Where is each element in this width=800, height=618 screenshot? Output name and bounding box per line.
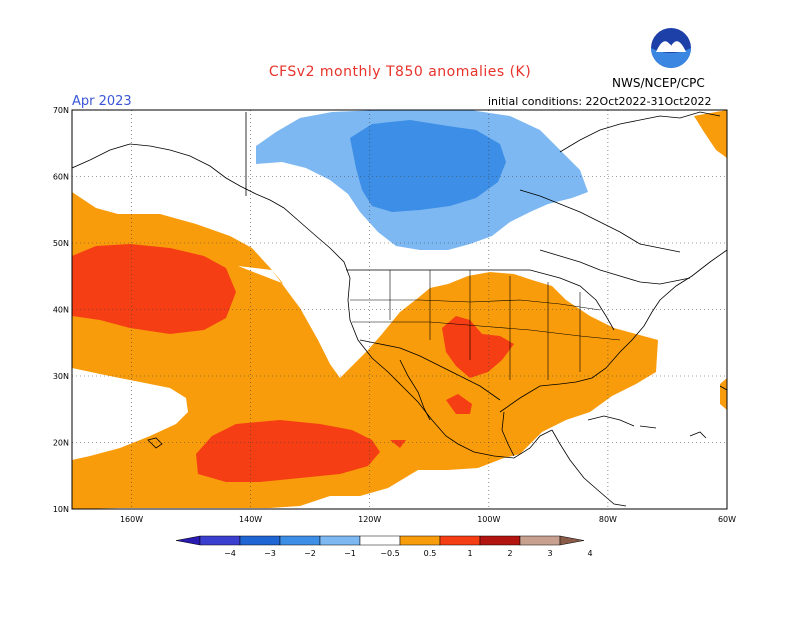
map-frame <box>71 109 728 510</box>
agency-label: NWS/NCEP/CPC <box>612 76 705 90</box>
lon-label: 140W <box>239 515 262 524</box>
lat-label: 10N <box>53 505 69 514</box>
lat-label: 50N <box>53 239 69 248</box>
islands <box>147 415 707 449</box>
map-title: CFSv2 monthly T850 anomalies (K) <box>268 64 532 80</box>
lat-label: 20N <box>53 439 69 448</box>
warm-anomaly-core-pacific <box>72 244 236 334</box>
state-borders <box>350 270 621 380</box>
warm-anomaly-core-subtropic <box>196 420 380 482</box>
initial-conditions: initial conditions: 22Oct2022-31Oct2022 <box>488 95 712 108</box>
warm-anomaly-core-plains <box>442 316 514 378</box>
forecast-month: Apr 2023 <box>72 94 132 109</box>
lon-label: 120W <box>358 515 381 524</box>
lat-label: 40N <box>53 306 69 315</box>
lat-label: 30N <box>53 372 69 381</box>
lon-label: 160W <box>120 515 143 524</box>
lon-label: 80W <box>599 515 617 524</box>
lat-label: 70N <box>53 106 69 115</box>
coastlines <box>72 111 727 507</box>
lon-label: 100W <box>477 515 500 524</box>
lon-label: 60W <box>718 515 736 524</box>
cold-anomaly-core <box>350 120 506 212</box>
lat-label: 60N <box>53 173 69 182</box>
